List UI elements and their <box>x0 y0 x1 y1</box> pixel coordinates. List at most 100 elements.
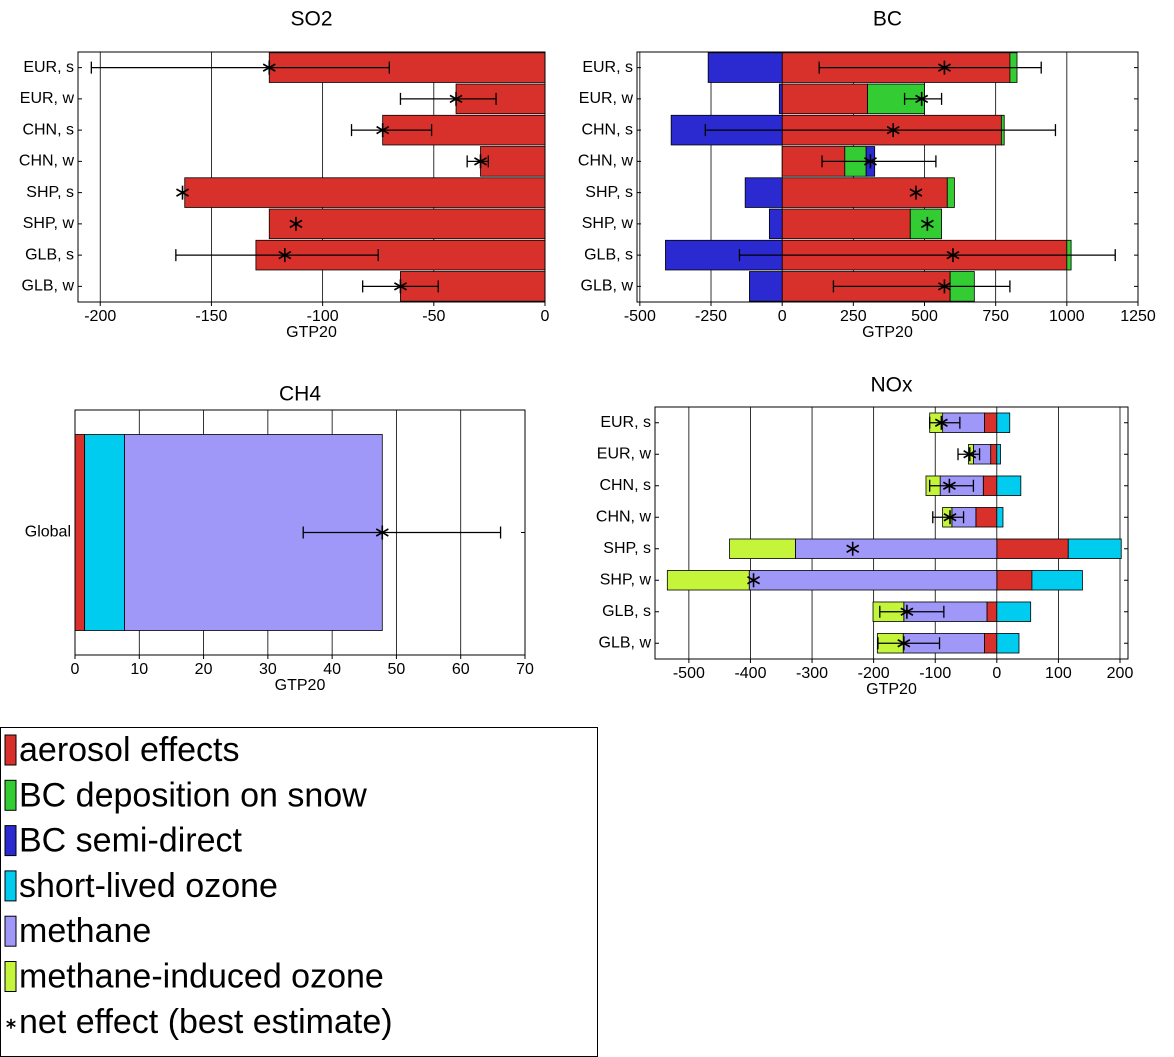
x-axis-label: GTP20 <box>866 681 917 698</box>
x-axis-label: GTP20 <box>275 677 326 694</box>
category-label: CHN, w <box>578 153 634 170</box>
category-label: GLB, w <box>22 278 75 295</box>
bar-segment <box>909 208 942 240</box>
error-bar <box>818 61 1042 74</box>
x-tick-label: -500 <box>624 308 656 325</box>
x-tick-label: -50 <box>422 308 445 325</box>
category-label: SHP, s <box>26 184 74 201</box>
chart-title: SO2 <box>290 8 332 31</box>
error-bar <box>350 124 433 137</box>
error-bar <box>832 280 1011 293</box>
error-bar-line <box>466 155 489 168</box>
category-label: SHP, s <box>585 184 633 201</box>
net-marker <box>278 248 292 263</box>
error-bar <box>929 479 975 492</box>
x-tick-label: 750 <box>982 308 1009 325</box>
bar-segment <box>744 177 783 208</box>
bar-segment <box>975 507 998 528</box>
error-bar <box>302 526 502 539</box>
net-marker <box>375 525 389 540</box>
x-tick-label: 0 <box>71 661 80 678</box>
net-marker <box>747 573 761 588</box>
legend-label: BC deposition on snow <box>19 776 367 814</box>
category-label: CHN, s <box>581 121 633 138</box>
net-marker <box>920 216 934 231</box>
bar-segment <box>986 601 998 622</box>
bar-segment <box>749 271 783 302</box>
x-tick-label: -100 <box>307 308 339 325</box>
bar-segment <box>781 177 948 208</box>
error-bar-line <box>929 416 961 429</box>
net-marker <box>900 604 914 619</box>
category-label: EUR, s <box>23 59 74 76</box>
net-marker <box>942 478 956 493</box>
bar-segment <box>996 507 1004 528</box>
x-tick-label: 0 <box>992 665 1001 682</box>
net-marker <box>176 185 189 200</box>
category-label: EUR, w <box>20 90 75 107</box>
legend-label: aerosol effects <box>19 731 240 769</box>
x-tick-label: -200 <box>858 665 890 682</box>
x-axis-label: GTP20 <box>286 324 337 341</box>
bar-segment <box>268 208 546 240</box>
x-tick-label: 250 <box>840 308 867 325</box>
legend-swatch <box>4 961 17 992</box>
x-tick-label: 0 <box>778 308 787 325</box>
category-label: EUR, s <box>582 59 633 76</box>
chart-title: BC <box>873 8 902 31</box>
x-tick-label: 60 <box>452 661 470 678</box>
bar-segment <box>996 538 1069 559</box>
category-label: EUR, w <box>579 90 634 107</box>
category-label: SHP, w <box>600 571 652 588</box>
category-label: GLB, s <box>602 603 651 620</box>
x-tick-label: -200 <box>84 308 116 325</box>
bar-segment <box>982 475 998 496</box>
chart-title: NOx <box>871 374 914 397</box>
bar-segment <box>795 538 998 559</box>
error-bar-line <box>738 249 1116 262</box>
error-bar-line <box>929 479 975 492</box>
x-tick-label: -250 <box>695 308 727 325</box>
bar-segment <box>946 177 955 208</box>
bar-segment <box>996 570 1033 591</box>
error-bar-line <box>832 280 1011 293</box>
category-label: CHN, w <box>596 508 652 525</box>
x-tick-label: 100 <box>1045 665 1072 682</box>
net-marker <box>909 185 923 200</box>
x-tick-label: 500 <box>911 308 938 325</box>
net-marker <box>289 216 303 231</box>
bar-segment <box>1031 570 1083 591</box>
net-marker <box>937 279 951 294</box>
error-bar <box>704 124 1057 137</box>
category-label: Global <box>25 524 71 541</box>
x-tick-label: 10 <box>130 661 148 678</box>
category-label: GLB, s <box>584 246 633 263</box>
net-marker <box>846 541 860 556</box>
net-marker <box>937 60 951 75</box>
x-tick-label: -500 <box>673 665 705 682</box>
legend-label: short-lived ozone <box>19 867 278 905</box>
axes-frame <box>636 51 1139 303</box>
error-bar <box>399 92 497 105</box>
x-tick-label: 40 <box>323 661 341 678</box>
x-tick-label: 1000 <box>1049 308 1085 325</box>
bar-segment <box>984 633 998 654</box>
bar-segment <box>480 146 546 177</box>
x-tick-label: 30 <box>259 661 277 678</box>
x-axis-label: GTP20 <box>862 324 913 341</box>
category-label: SHP, s <box>603 540 651 557</box>
bar-segment <box>184 177 546 208</box>
category-label: GLB, w <box>599 634 652 651</box>
net-marker <box>946 248 960 263</box>
legend-label: methane <box>19 912 151 950</box>
category-label: SHP, w <box>23 215 75 232</box>
net-marker <box>376 123 390 138</box>
error-bar <box>879 605 945 618</box>
error-bar-line <box>818 61 1042 74</box>
error-bar-line <box>90 61 390 74</box>
x-tick-label: -300 <box>796 665 828 682</box>
bar-segment <box>748 570 998 591</box>
category-label: CHN, s <box>22 121 74 138</box>
x-tick-label: 1250 <box>1120 308 1156 325</box>
